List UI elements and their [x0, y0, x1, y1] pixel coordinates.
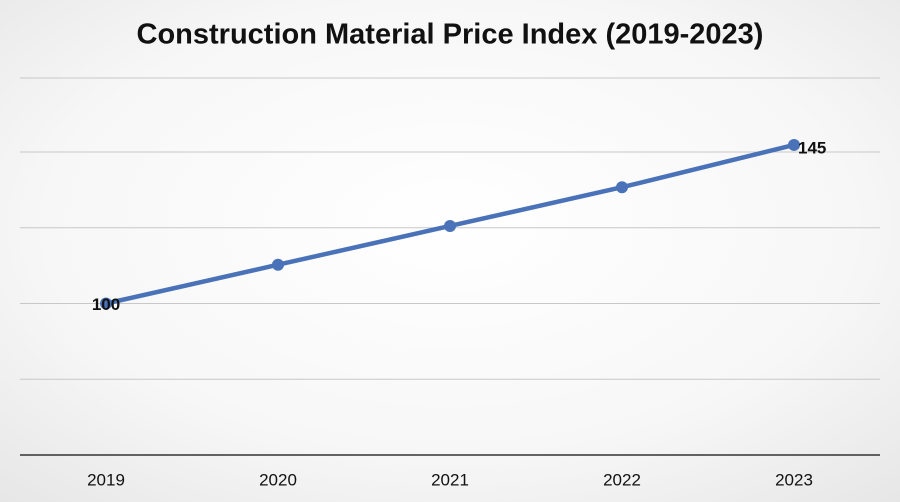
point — [100, 297, 112, 310]
x-tick-label: 2019 — [87, 470, 125, 489]
point — [272, 258, 284, 271]
x-tick-label: 2022 — [603, 470, 641, 489]
chart-title: Construction Material Price Index (2019-… — [137, 19, 764, 51]
point — [616, 181, 628, 194]
point — [788, 138, 800, 151]
point — [444, 219, 456, 232]
data-label: 100 — [92, 295, 120, 314]
x-tick-label: 2020 — [259, 470, 297, 489]
x-tick-label: 2023 — [775, 470, 813, 489]
data-label: 145 — [798, 138, 826, 157]
x-tick-label: 2021 — [431, 470, 469, 489]
